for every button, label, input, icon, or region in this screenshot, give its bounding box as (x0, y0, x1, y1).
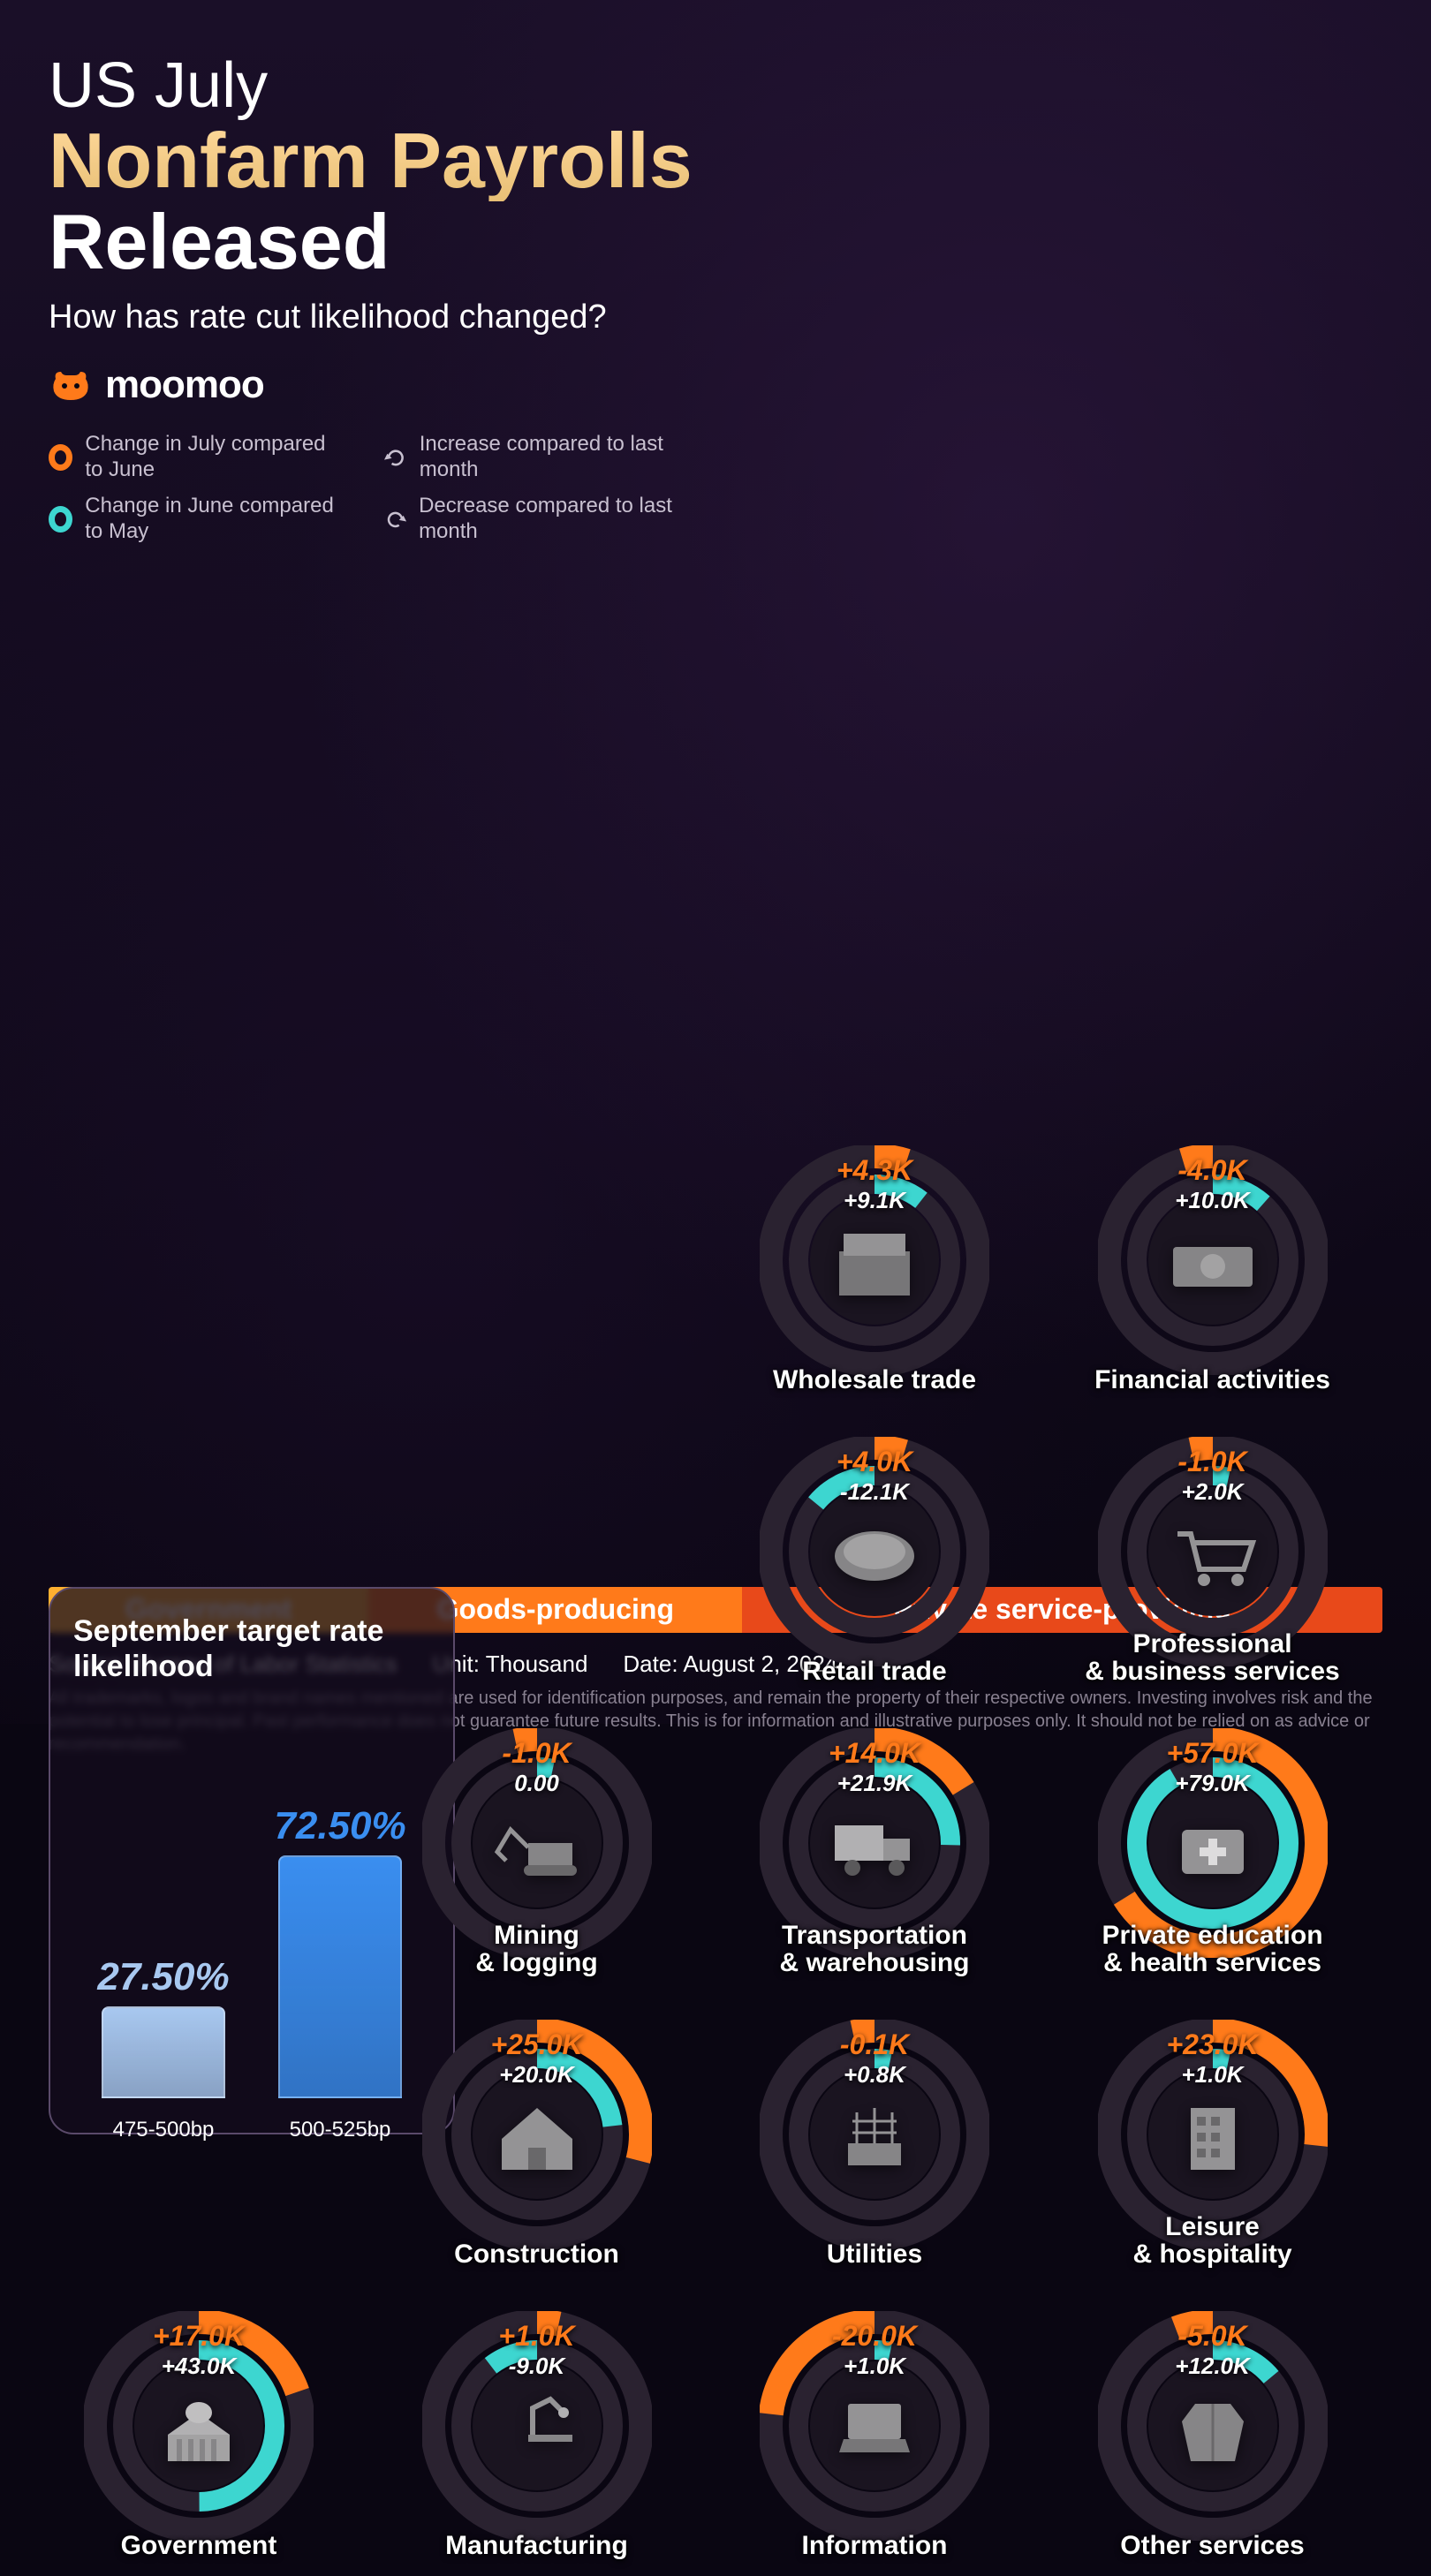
sector-grid: +4.3K +9.1K Wholesale trade -4.0K +10.0K F… (49, 1145, 1382, 2576)
july-value: +57.0K (1166, 1737, 1258, 1770)
legend-july-text: Change in July compared to June (85, 432, 349, 483)
july-value: +17.0K (153, 2320, 245, 2353)
sector-government: +17.0K +43.0K Government (49, 2311, 349, 2576)
brand-name: moomoo (105, 363, 264, 407)
sector-name: Manufacturing (387, 2532, 687, 2560)
june-value: +10.0K (1175, 1187, 1250, 1214)
sector-transportation-warehousing: +14.0K +21.9K Transportation& warehousing (724, 1728, 1025, 1993)
house-icon (484, 2090, 590, 2179)
june-value: +21.9K (829, 1770, 920, 1797)
legend-july: Change in July compared to June (49, 432, 349, 483)
sector-professional-business-services: -1.0K +2.0K Professional& business servic… (1063, 1437, 1363, 1702)
july-value: -5.0K (1175, 2320, 1250, 2353)
legend-increase-text: Increase compared to last month (420, 432, 685, 483)
june-value: +0.8K (840, 2061, 909, 2089)
june-value: +9.1K (837, 1187, 912, 1214)
building-icon (1160, 2090, 1266, 2179)
brand: moomoo (49, 363, 1382, 407)
title-line3: Released (49, 201, 1382, 283)
main-title: US July Nonfarm Payrolls Released (49, 53, 1382, 283)
sector-other-services: -5.0K +12.0K Other services (1063, 2311, 1363, 2576)
june-value: +1.0K (832, 2353, 917, 2380)
legend-june: Change in June compared to May (49, 494, 349, 545)
june-value: +43.0K (153, 2353, 245, 2380)
sector-retail-trade: +4.0K -12.1K Retail trade (724, 1437, 1025, 1702)
june-value: +2.0K (1177, 1478, 1246, 1506)
sector-utilities: -0.1K +0.8K Utilities (724, 2020, 1025, 2285)
july-value: +25.0K (490, 2028, 582, 2061)
sector-name: Utilities (724, 2240, 1025, 2269)
june-value: +20.0K (490, 2061, 582, 2089)
sector-name: Wholesale trade (724, 1366, 1025, 1394)
july-value: -0.1K (840, 2028, 909, 2061)
june-value: +79.0K (1166, 1770, 1258, 1797)
july-value: -4.0K (1175, 1154, 1250, 1187)
sector-mining-logging: -1.0K 0.00 Mining& logging (387, 1728, 687, 1993)
moomoo-icon (49, 363, 93, 407)
june-value: -12.1K (837, 1478, 912, 1506)
sector-name: Mining& logging (387, 1922, 687, 1977)
july-value: +14.0K (829, 1737, 920, 1770)
sector-name: Leisure& hospitality (1063, 2213, 1363, 2269)
truck-icon (822, 1799, 928, 1887)
sector-wholesale-trade: +4.3K +9.1K Wholesale trade (724, 1145, 1025, 1410)
plate-icon (822, 1507, 928, 1596)
july-value: +4.0K (837, 1446, 912, 1478)
sector-name: Professional& business services (1063, 1630, 1363, 1686)
box-icon (822, 1216, 928, 1304)
legend-decrease-text: Decrease compared to last month (419, 494, 685, 545)
sector-name: Retail trade (724, 1658, 1025, 1686)
money-icon (1160, 1216, 1266, 1304)
june-value: +1.0K (1166, 2061, 1258, 2089)
sector-name: Government (49, 2532, 349, 2560)
title-line1: US July (49, 53, 1382, 120)
june-value: 0.00 (502, 1770, 571, 1797)
increase-icon (384, 444, 407, 471)
july-value: -1.0K (502, 1737, 571, 1770)
sector-information: -20.0K +1.0K Information (724, 2311, 1025, 2576)
legend-june-text: Change in June compared to May (85, 494, 349, 545)
july-value: -20.0K (832, 2320, 917, 2353)
power-icon (822, 2090, 928, 2179)
jacket-icon (1160, 2382, 1266, 2470)
subtitle: How has rate cut likelihood changed? (49, 298, 1382, 336)
cart-icon (1160, 1507, 1266, 1596)
july-ring-icon (49, 444, 72, 471)
july-value: +23.0K (1166, 2028, 1258, 2061)
decrease-icon (384, 506, 406, 533)
sector-private-education-health-services: +57.0K +79.0K Private education& health s… (1063, 1728, 1363, 1993)
sector-name: Construction (387, 2240, 687, 2269)
sector-leisure-hospitality: +23.0K +1.0K Leisure& hospitality (1063, 2020, 1363, 2285)
laptop-icon (822, 2382, 928, 2470)
sector-name: Financial activities (1063, 1366, 1363, 1394)
legend-increase: Increase compared to last month (384, 432, 685, 483)
legend-decrease: Decrease compared to last month (384, 494, 685, 545)
july-value: +1.0K (498, 2320, 574, 2353)
title-line2: Nonfarm Payrolls (49, 120, 1382, 201)
july-value: -1.0K (1177, 1446, 1246, 1478)
legend: Change in July compared to June Increase… (49, 432, 685, 544)
july-value: +4.3K (837, 1154, 912, 1187)
capitol-icon (146, 2382, 252, 2470)
june-ring-icon (49, 506, 72, 533)
sector-name: Information (724, 2532, 1025, 2560)
medical-icon (1160, 1799, 1266, 1887)
sector-name: Private education& health services (1063, 1922, 1363, 1977)
robot-icon (484, 2382, 590, 2470)
sector-financial-activities: -4.0K +10.0K Financial activities (1063, 1145, 1363, 1410)
sector-construction: +25.0K +20.0K Construction (387, 2020, 687, 2285)
excavator-icon (484, 1799, 590, 1887)
sector-name: Transportation& warehousing (724, 1922, 1025, 1977)
june-value: +12.0K (1175, 2353, 1250, 2380)
sector-name: Other services (1063, 2532, 1363, 2560)
sector-manufacturing: +1.0K -9.0K Manufacturing (387, 2311, 687, 2576)
june-value: -9.0K (498, 2353, 574, 2380)
